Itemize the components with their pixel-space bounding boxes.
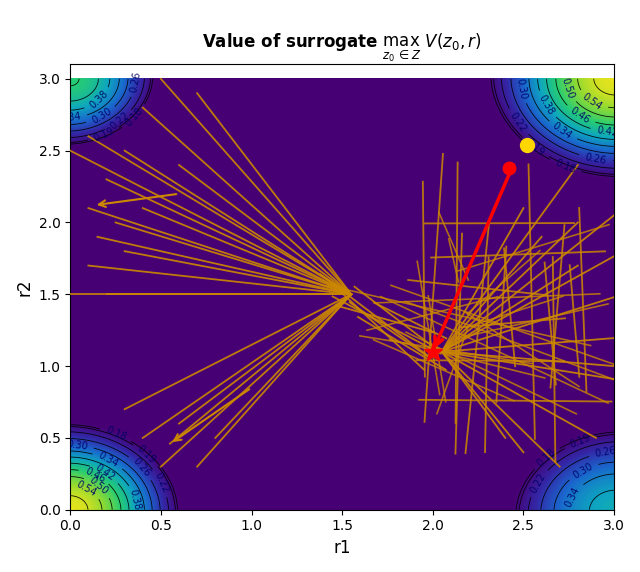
Text: 0.34: 0.34	[97, 451, 120, 470]
Text: 0.19: 0.19	[568, 433, 592, 450]
Text: 0.26: 0.26	[131, 456, 152, 479]
Text: 0.22: 0.22	[528, 471, 547, 495]
Y-axis label: r2: r2	[15, 279, 33, 296]
Text: 0.22: 0.22	[152, 471, 170, 495]
Text: 0.19: 0.19	[92, 126, 116, 144]
Text: 0.18: 0.18	[553, 157, 577, 175]
Text: 0.34: 0.34	[59, 112, 81, 124]
Text: 0.22: 0.22	[508, 110, 528, 134]
Text: 0.22: 0.22	[108, 110, 131, 132]
Text: 0.34: 0.34	[550, 121, 574, 141]
Text: 0.42: 0.42	[596, 125, 619, 138]
Text: 0.42: 0.42	[93, 463, 117, 483]
Text: 0.54: 0.54	[75, 479, 99, 498]
Text: 0.30: 0.30	[515, 77, 528, 100]
Text: 0.19: 0.19	[135, 444, 157, 466]
Text: 0.38: 0.38	[536, 93, 556, 117]
Text: 0.26: 0.26	[129, 70, 143, 94]
Text: 0.18: 0.18	[535, 447, 557, 469]
Text: 0.46: 0.46	[83, 466, 107, 484]
Text: 0.18: 0.18	[104, 425, 127, 443]
Text: 0.18: 0.18	[124, 105, 145, 128]
X-axis label: r1: r1	[333, 539, 351, 557]
Text: 0.38: 0.38	[128, 488, 143, 511]
Text: 0.46: 0.46	[568, 105, 592, 126]
Text: 0.26: 0.26	[594, 446, 617, 459]
Text: 0.30: 0.30	[90, 106, 113, 126]
Title: Value of surrogate $\max_{z_0 \in Z}$ $V(z_0,r)$: Value of surrogate $\max_{z_0 \in Z}$ $V…	[202, 32, 482, 65]
Text: 0.54: 0.54	[580, 91, 604, 112]
Text: 0.19: 0.19	[524, 137, 547, 158]
Text: 0.34: 0.34	[564, 485, 582, 509]
Text: 0.26: 0.26	[584, 152, 607, 166]
Text: 0.30: 0.30	[66, 439, 88, 451]
Text: 0.30: 0.30	[571, 461, 595, 480]
Text: 0.50: 0.50	[88, 475, 110, 497]
Text: 0.38: 0.38	[88, 89, 110, 111]
Text: 0.50: 0.50	[559, 77, 576, 100]
